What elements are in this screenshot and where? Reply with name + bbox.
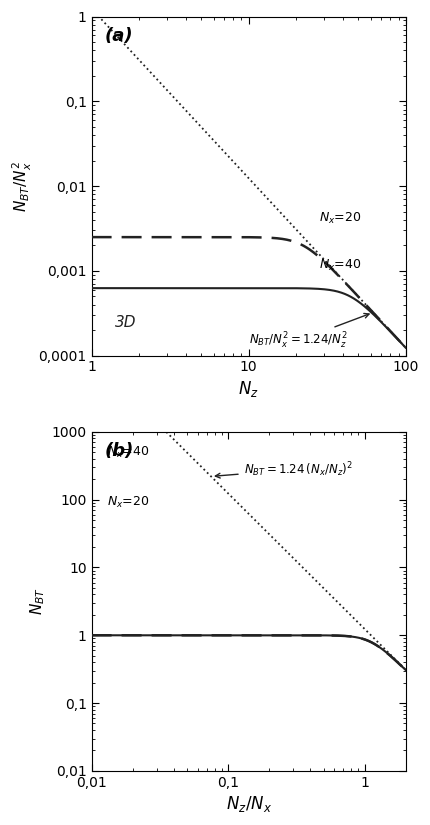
Text: (a): (a) xyxy=(104,26,133,45)
X-axis label: $N_z / N_x$: $N_z / N_x$ xyxy=(226,794,272,814)
Y-axis label: $N_{BT} / N_x^2$: $N_{BT} / N_x^2$ xyxy=(11,161,34,212)
Y-axis label: $N_{BT}$: $N_{BT}$ xyxy=(29,587,47,615)
Text: 3D: 3D xyxy=(114,314,136,329)
Text: $N_x$=20: $N_x$=20 xyxy=(107,495,150,511)
Text: $N_{BT} = 1.24\,(N_x/N_z)^2$: $N_{BT} = 1.24\,(N_x/N_z)^2$ xyxy=(215,460,353,478)
Text: $N_x$=40: $N_x$=40 xyxy=(107,445,150,460)
Text: (b): (b) xyxy=(104,442,134,460)
Text: $N_x$=40: $N_x$=40 xyxy=(319,258,361,273)
Text: $N_x$=20: $N_x$=20 xyxy=(319,211,361,226)
Text: $N_{BT}/N_x^2=1.24/N_z^2$: $N_{BT}/N_x^2=1.24/N_z^2$ xyxy=(249,314,369,351)
X-axis label: $N_z$: $N_z$ xyxy=(238,379,259,398)
